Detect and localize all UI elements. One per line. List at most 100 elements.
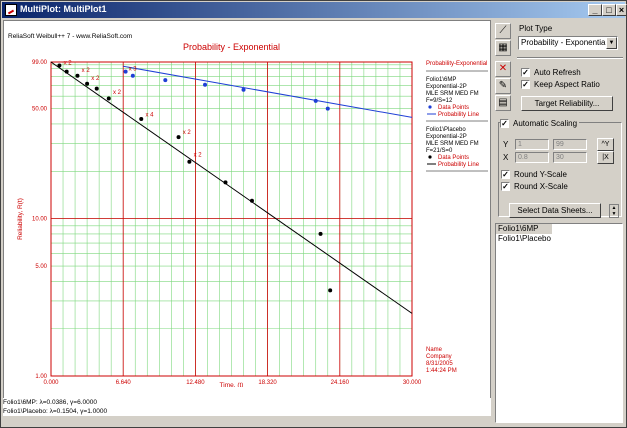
check-icon: ✓ xyxy=(521,68,530,77)
y-scale-button[interactable]: ^Y xyxy=(597,138,614,151)
data-sheets-list[interactable]: Folio1\6MP Folio1\Placebo xyxy=(495,223,623,423)
plot-area[interactable]: 0.000 6.640 12.480 18.320 24.160 30.000 99.00 5… xyxy=(3,20,491,407)
folio1-legend-line-label: Probability Line xyxy=(438,112,480,118)
y-max-input[interactable]: 99 xyxy=(553,139,587,150)
folio1-legend-text: Folio1\6MP xyxy=(426,77,456,83)
probability-line xyxy=(123,65,413,118)
grid-icon[interactable]: ▦ xyxy=(495,40,511,56)
x-tick-label: 6.640 xyxy=(116,380,132,386)
round-y-label: Round Y-Scale xyxy=(514,170,567,179)
y-min-input[interactable]: 1 xyxy=(515,139,549,150)
y-tick-label: 10.00 xyxy=(32,217,48,223)
y-tick-label: 50.00 xyxy=(32,107,48,113)
target-reliability-button[interactable]: Target Reliability... xyxy=(521,96,613,111)
status-line-folio1: Folio1\6MP: λ=0.0386, γ=6.0000 xyxy=(3,398,491,407)
data-point xyxy=(64,69,69,74)
list-item[interactable]: Folio1\Placebo xyxy=(498,234,551,243)
chevron-down-icon[interactable]: ▼ xyxy=(606,37,617,49)
y-tick-label: 99.00 xyxy=(32,60,48,66)
data-point xyxy=(123,69,128,74)
status-line-folio2: Folio1\Placebo: λ=0.1504, γ=1.0000 xyxy=(3,407,491,416)
folio2-legend-points: Data Points xyxy=(438,155,469,161)
data-point xyxy=(249,198,254,203)
point-count-label: x 3 xyxy=(129,67,138,73)
y-tick-label: 5.00 xyxy=(35,264,47,270)
title-bar[interactable]: MultiPlot: MultiPlot1 _ □ × xyxy=(2,2,627,18)
header-text: ReliaSoft Weibull++ 7 - www.ReliaSoft.co… xyxy=(8,33,132,40)
minimize-button[interactable]: _ xyxy=(588,4,602,16)
x-min-input[interactable]: 0.8 xyxy=(515,152,549,163)
folio2-legend-marker xyxy=(428,155,432,159)
check-icon: ✓ xyxy=(500,119,509,128)
window-title: MultiPlot: MultiPlot1 xyxy=(20,4,107,14)
check-icon: ✓ xyxy=(521,80,530,89)
folio2-legend-text: MLE SRM MED FM xyxy=(426,141,479,147)
data-point xyxy=(57,63,62,68)
maximize-button[interactable]: □ xyxy=(602,4,616,16)
point-count-label: x 2 xyxy=(113,90,122,96)
folio1-legend-text: Exponential-2P xyxy=(426,84,467,90)
x-tick-label: 18.320 xyxy=(258,380,277,386)
data-point xyxy=(176,135,181,140)
legend-title: Probability-Exponential xyxy=(426,61,487,67)
data-point xyxy=(85,81,90,86)
auto-refresh-label: Auto Refresh xyxy=(534,68,581,77)
plot-icon[interactable]: ⟋ xyxy=(495,23,511,39)
probability-chart[interactable]: 0.000 6.640 12.480 18.320 24.160 30.000 99.00 5… xyxy=(4,21,490,387)
round-x-label: Round X-Scale xyxy=(514,182,568,191)
automatic-scaling-checkbox[interactable]: ✓ Automatic Scaling xyxy=(500,119,580,128)
data-point xyxy=(203,82,208,87)
point-count-label: x 2 xyxy=(82,68,91,74)
check-icon: ✓ xyxy=(501,170,510,179)
round-x-checkbox[interactable]: ✓ Round X-Scale xyxy=(501,182,568,191)
point-count-label: x 2 xyxy=(194,152,203,158)
y-axis-title: Reliability, R(t) xyxy=(17,198,24,240)
x-axis-label: X xyxy=(503,153,509,162)
plot-type-select[interactable]: Probability - Exponential ▼ xyxy=(518,36,618,50)
plot-frame xyxy=(50,61,413,377)
control-panel: ⟋ ▦ ✕ ✎ ▤ Plot Type Probability - Expone… xyxy=(493,20,626,427)
data-point xyxy=(75,73,80,78)
tools-icon[interactable]: ✕ xyxy=(495,61,511,77)
data-point xyxy=(325,106,330,111)
folio2-legend-text: Folio1\Placebo xyxy=(426,127,466,133)
footer-text: Company xyxy=(426,354,452,360)
folio2-legend-text: F=21/S=0 xyxy=(426,148,453,154)
round-y-checkbox[interactable]: ✓ Round Y-Scale xyxy=(501,170,567,179)
probability-line xyxy=(50,61,413,314)
list-item[interactable]: Folio1\6MP xyxy=(496,224,552,234)
keep-aspect-label: Keep Aspect Ratio xyxy=(534,80,600,89)
footer-text: Name xyxy=(426,347,443,353)
footer-text: 1:44:24 PM xyxy=(426,368,457,374)
data-point xyxy=(223,180,228,185)
auto-refresh-checkbox[interactable]: ✓ Auto Refresh xyxy=(521,68,581,77)
y-tick-label: 1.00 xyxy=(35,374,47,380)
x-tick-label: 30.000 xyxy=(403,380,422,386)
folio2-legend-text: Exponential-2P xyxy=(426,134,467,140)
data-point xyxy=(163,78,168,83)
folio1-legend-text: F=9/S=12 xyxy=(426,98,453,104)
keep-aspect-checkbox[interactable]: ✓ Keep Aspect Ratio xyxy=(521,80,600,89)
text-icon[interactable]: ✎ xyxy=(495,78,511,94)
data-point xyxy=(94,86,99,91)
select-data-sheets-button[interactable]: Select Data Sheets... xyxy=(509,203,601,218)
plot-type-value: Probability - Exponential xyxy=(521,38,608,47)
data-point xyxy=(313,98,318,103)
table-icon[interactable]: ▤ xyxy=(495,95,511,111)
x-max-input[interactable]: 30 xyxy=(553,152,587,163)
data-point xyxy=(241,87,246,92)
point-count-label: x 2 xyxy=(91,76,100,82)
folio1-legend-text: MLE SRM MED FM xyxy=(426,91,479,97)
point-count-label: x 2 xyxy=(183,130,192,136)
data-point xyxy=(187,159,192,164)
x-axis-title: Time, (t) xyxy=(220,382,244,387)
reorder-spinner[interactable]: ▲ ▼ xyxy=(609,204,619,218)
folio1-legend-points: Data Points xyxy=(438,105,469,111)
x-scale-button[interactable]: |X xyxy=(597,151,614,164)
chart-title: Probability - Exponential xyxy=(183,42,280,52)
data-point xyxy=(139,116,144,121)
app-icon xyxy=(5,4,17,16)
close-button[interactable]: × xyxy=(616,4,627,16)
data-point xyxy=(130,73,135,78)
